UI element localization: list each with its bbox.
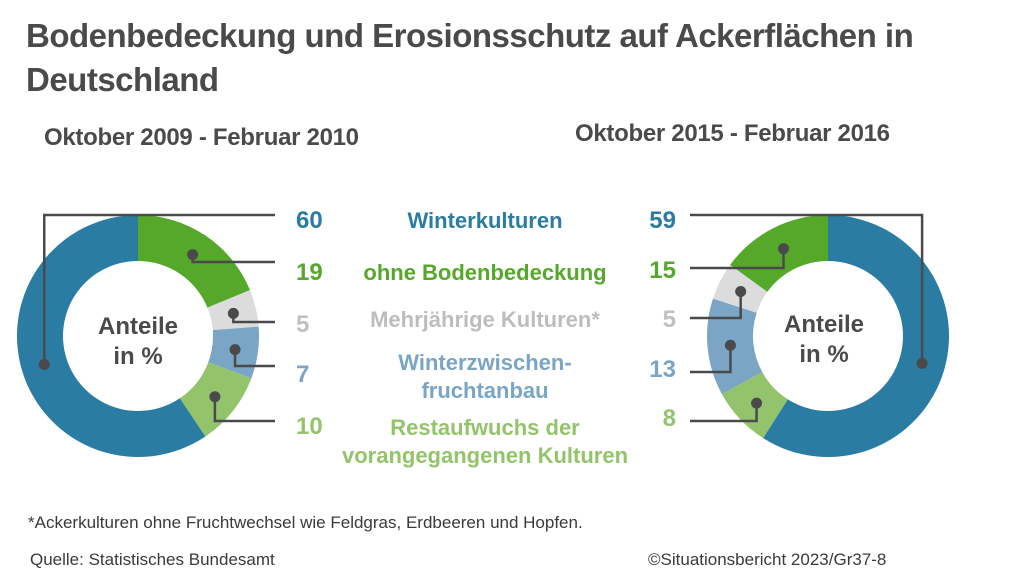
chart-title: Bodenbedeckung und Erosionsschutz auf Ac…: [26, 17, 914, 98]
value-left-ohne-bodenbedeckung: 19: [296, 259, 323, 286]
value-left-mehrjaehrige: 5: [296, 311, 310, 338]
label-winterzwischenfruchtanbau: Winterzwischen- fruchtanbau: [398, 350, 572, 403]
value-right-ohne-bodenbedeckung: 15: [649, 257, 676, 284]
leader-dot: [751, 397, 763, 409]
leader-dot: [735, 286, 747, 298]
period-right-title: Oktober 2015 - Februar 2016: [575, 120, 890, 147]
donut-segment: [763, 215, 950, 457]
leader-dot: [38, 359, 50, 371]
donut-segment: [16, 215, 206, 457]
label-mehrjaehrige-kulturen: Mehrjährige Kulturen*: [370, 307, 600, 332]
value-right-winterkulturen: 59: [649, 207, 676, 234]
source: Quelle: Statistisches Bundesamt: [30, 550, 275, 569]
value-right-winterzwischenfrucht: 13: [649, 356, 676, 383]
label-restaufwuchs: Restaufwuchs der vorangegangenen Kulture…: [341, 415, 629, 468]
leader-dot: [778, 243, 790, 255]
leader-dot: [229, 344, 241, 356]
center-label-left: Anteile in %: [97, 313, 178, 370]
period-left-title: Oktober 2009 - Februar 2010: [44, 124, 359, 151]
leader-lines: [38, 213, 928, 423]
leader-dot: [916, 357, 928, 369]
value-left-winterkulturen: 60: [296, 207, 323, 234]
footnote: *Ackerkulturen ohne Fruchtwechsel wie Fe…: [28, 513, 583, 532]
center-label-right: Anteile in %: [783, 311, 864, 368]
value-right-mehrjaehrige: 5: [662, 306, 676, 333]
label-winterkulturen: Winterkulturen: [407, 208, 563, 233]
value-left-restaufwuchs: 10: [296, 413, 323, 440]
donut-segment: [730, 215, 828, 292]
label-ohne-bodenbedeckung: ohne Bodenbedeckung: [363, 260, 607, 285]
leader-dot: [187, 249, 199, 261]
value-left-winterzwischenfrucht: 7: [296, 361, 310, 388]
leader-dot: [724, 339, 736, 351]
copyright: ©Situationsbericht 2023/Gr37-8: [648, 550, 887, 569]
leader-dot: [227, 307, 239, 319]
value-right-restaufwuchs: 8: [662, 405, 676, 432]
leader-dot: [209, 391, 221, 403]
